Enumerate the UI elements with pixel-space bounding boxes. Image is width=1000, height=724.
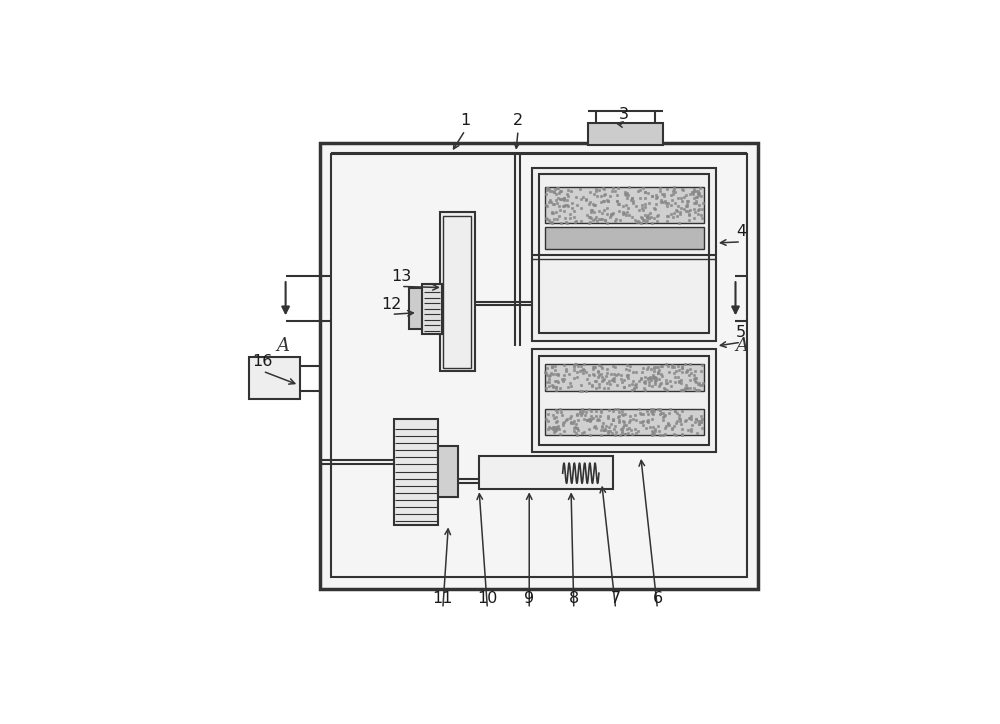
Text: 4: 4	[736, 224, 746, 240]
Text: 7: 7	[611, 592, 621, 606]
Text: 2: 2	[513, 113, 523, 128]
Bar	[409, 287, 423, 329]
Text: 13: 13	[391, 269, 411, 284]
Text: 16: 16	[253, 353, 273, 369]
Bar	[249, 357, 300, 399]
Text: 8: 8	[569, 592, 579, 606]
Text: 12: 12	[381, 297, 402, 312]
Text: 11: 11	[433, 592, 453, 606]
Bar	[394, 418, 438, 524]
Bar	[545, 408, 704, 435]
Bar	[545, 227, 704, 248]
Bar	[539, 355, 709, 445]
Bar	[438, 447, 458, 497]
Text: 6: 6	[652, 592, 663, 606]
Bar	[331, 153, 747, 578]
Bar	[545, 364, 704, 391]
Bar	[443, 216, 471, 368]
Bar	[440, 212, 475, 371]
Text: 10: 10	[477, 592, 498, 606]
Bar	[588, 123, 663, 146]
Bar	[545, 188, 704, 224]
Bar	[532, 349, 716, 452]
Bar	[422, 284, 442, 334]
Text: A: A	[736, 337, 749, 355]
Text: A: A	[276, 337, 289, 355]
Text: 1: 1	[460, 113, 470, 128]
Bar	[479, 456, 613, 489]
Bar	[532, 168, 716, 340]
Text: 5: 5	[736, 324, 746, 340]
Text: 9: 9	[524, 592, 534, 606]
Bar	[320, 143, 758, 589]
Text: 3: 3	[619, 107, 629, 122]
Bar	[539, 174, 709, 333]
